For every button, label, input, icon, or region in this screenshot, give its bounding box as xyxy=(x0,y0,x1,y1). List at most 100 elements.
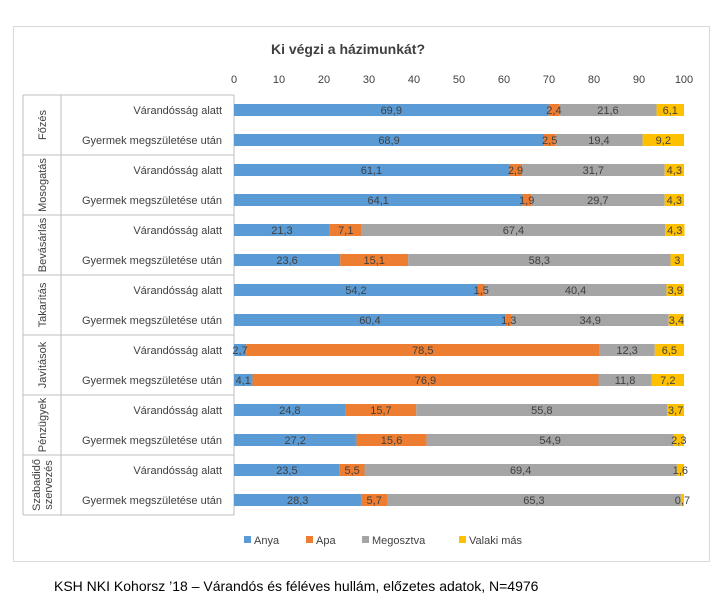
bar-valaki-más xyxy=(668,314,684,326)
bar-apa xyxy=(356,434,427,446)
data-label: 4,3 xyxy=(667,225,682,237)
data-label: 19,4 xyxy=(588,135,609,147)
bar-valaki-más xyxy=(673,434,684,446)
data-label: 23,5 xyxy=(276,465,297,477)
data-label: 28,3 xyxy=(287,495,308,507)
data-label: 5,5 xyxy=(344,465,359,477)
category-label: Várandósság alatt xyxy=(133,465,222,477)
bar-megosztva xyxy=(408,254,671,266)
bar-anya xyxy=(234,374,253,386)
data-label: 1,5 xyxy=(474,285,489,297)
group-label: Javítások xyxy=(37,341,49,388)
bar-anya xyxy=(234,344,247,356)
data-label: 64,1 xyxy=(368,195,389,207)
data-label: 68,9 xyxy=(378,135,399,147)
data-label: 2,5 xyxy=(542,135,557,147)
bar-apa xyxy=(522,194,531,206)
data-label: 21,3 xyxy=(271,225,292,237)
bar-megosztva xyxy=(511,314,669,326)
data-label: 3,7 xyxy=(668,405,683,417)
category-label: Gyermek megszületése után xyxy=(82,135,222,147)
legend-swatch xyxy=(362,536,369,543)
data-label: 21,6 xyxy=(597,105,618,117)
bar-apa xyxy=(329,224,362,236)
bar-megosztva xyxy=(364,464,677,476)
bar-megosztva xyxy=(361,224,666,236)
data-label: 34,9 xyxy=(579,315,600,327)
bar-megosztva xyxy=(555,134,643,146)
bar-valaki-más xyxy=(642,134,684,146)
bar-anya xyxy=(234,194,523,206)
data-label: 11,8 xyxy=(615,375,636,387)
data-label: 2,9 xyxy=(508,165,523,177)
category-label: Gyermek megszületése után xyxy=(82,495,222,507)
data-label: 2,3 xyxy=(671,435,686,447)
data-label: 61,1 xyxy=(361,165,382,177)
category-label: Várandósság alatt xyxy=(133,405,222,417)
bar-megosztva xyxy=(426,434,674,446)
category-label: Várandósság alatt xyxy=(133,225,222,237)
data-label: 29,7 xyxy=(587,195,608,207)
category-label: Gyermek megszületése után xyxy=(82,435,222,447)
group-label: Szabadidőszervezés xyxy=(31,459,55,511)
x-tick-label: 50 xyxy=(453,74,465,86)
x-tick-label: 40 xyxy=(408,74,420,86)
bar-apa xyxy=(548,104,560,116)
bar-megosztva xyxy=(484,284,667,296)
data-label: 4,3 xyxy=(667,195,682,207)
data-label: 4,1 xyxy=(236,375,251,387)
bar-apa xyxy=(252,374,599,386)
category-label: Várandósság alatt xyxy=(133,345,222,357)
data-label: 65,3 xyxy=(523,495,544,507)
bar-megosztva xyxy=(599,344,655,356)
chart-frame: Ki végzi a házimunkát? 0 10 20 30 40 50 60 70 80 9… xyxy=(13,26,710,562)
x-tick-label: 10 xyxy=(273,74,285,86)
category-label: Gyermek megszületése után xyxy=(82,255,222,267)
bar-valaki-más xyxy=(651,374,684,386)
data-label: 3,9 xyxy=(668,285,683,297)
data-label: 31,7 xyxy=(583,165,604,177)
bar-anya xyxy=(234,464,340,476)
data-label: 3 xyxy=(674,255,680,267)
x-tick-label: 70 xyxy=(543,74,555,86)
data-label: 55,8 xyxy=(531,405,552,417)
data-label: 5,7 xyxy=(367,495,382,507)
data-label: 27,2 xyxy=(284,435,305,447)
bar-anya xyxy=(234,104,549,116)
bar-apa xyxy=(345,404,417,416)
data-label: 9,2 xyxy=(656,135,671,147)
data-label: 15,7 xyxy=(370,405,391,417)
bar-valaki-más xyxy=(667,404,684,416)
group-label: Pénzügyek xyxy=(37,397,49,452)
bar-valaki-más xyxy=(680,494,684,506)
chart-title: Ki végzi a házimunkát? xyxy=(271,41,425,57)
bar-megosztva xyxy=(531,194,665,206)
data-label: 6,1 xyxy=(663,105,678,117)
bar-anya xyxy=(234,434,357,446)
data-label: 1,3 xyxy=(501,315,516,327)
bar-anya xyxy=(234,404,346,416)
data-label: 1,6 xyxy=(673,465,688,477)
data-label: 69,9 xyxy=(381,105,402,117)
legend-label: Megosztva xyxy=(372,535,426,547)
bar-valaki-más xyxy=(664,164,684,176)
legend-swatch xyxy=(244,536,251,543)
data-label: 3,4 xyxy=(669,315,684,327)
data-label: 4,3 xyxy=(667,165,682,177)
x-tick-label: 100 xyxy=(675,74,693,86)
bar-apa xyxy=(477,284,485,296)
legend-swatch xyxy=(306,536,313,543)
bar-apa xyxy=(361,494,387,506)
bar-anya xyxy=(234,164,509,176)
bar-valaki-más xyxy=(676,464,684,476)
bar-anya xyxy=(234,134,545,146)
bar-megosztva xyxy=(416,404,668,416)
data-label: 15,6 xyxy=(381,435,402,447)
data-label: 7,2 xyxy=(660,375,675,387)
group-label: Főzés xyxy=(37,110,49,140)
category-label: Várandósság alatt xyxy=(133,165,222,177)
bar-megosztva xyxy=(559,104,657,116)
bar-valaki-más xyxy=(664,194,684,206)
data-label: 69,4 xyxy=(510,465,531,477)
category-label: Várandósság alatt xyxy=(133,105,222,117)
